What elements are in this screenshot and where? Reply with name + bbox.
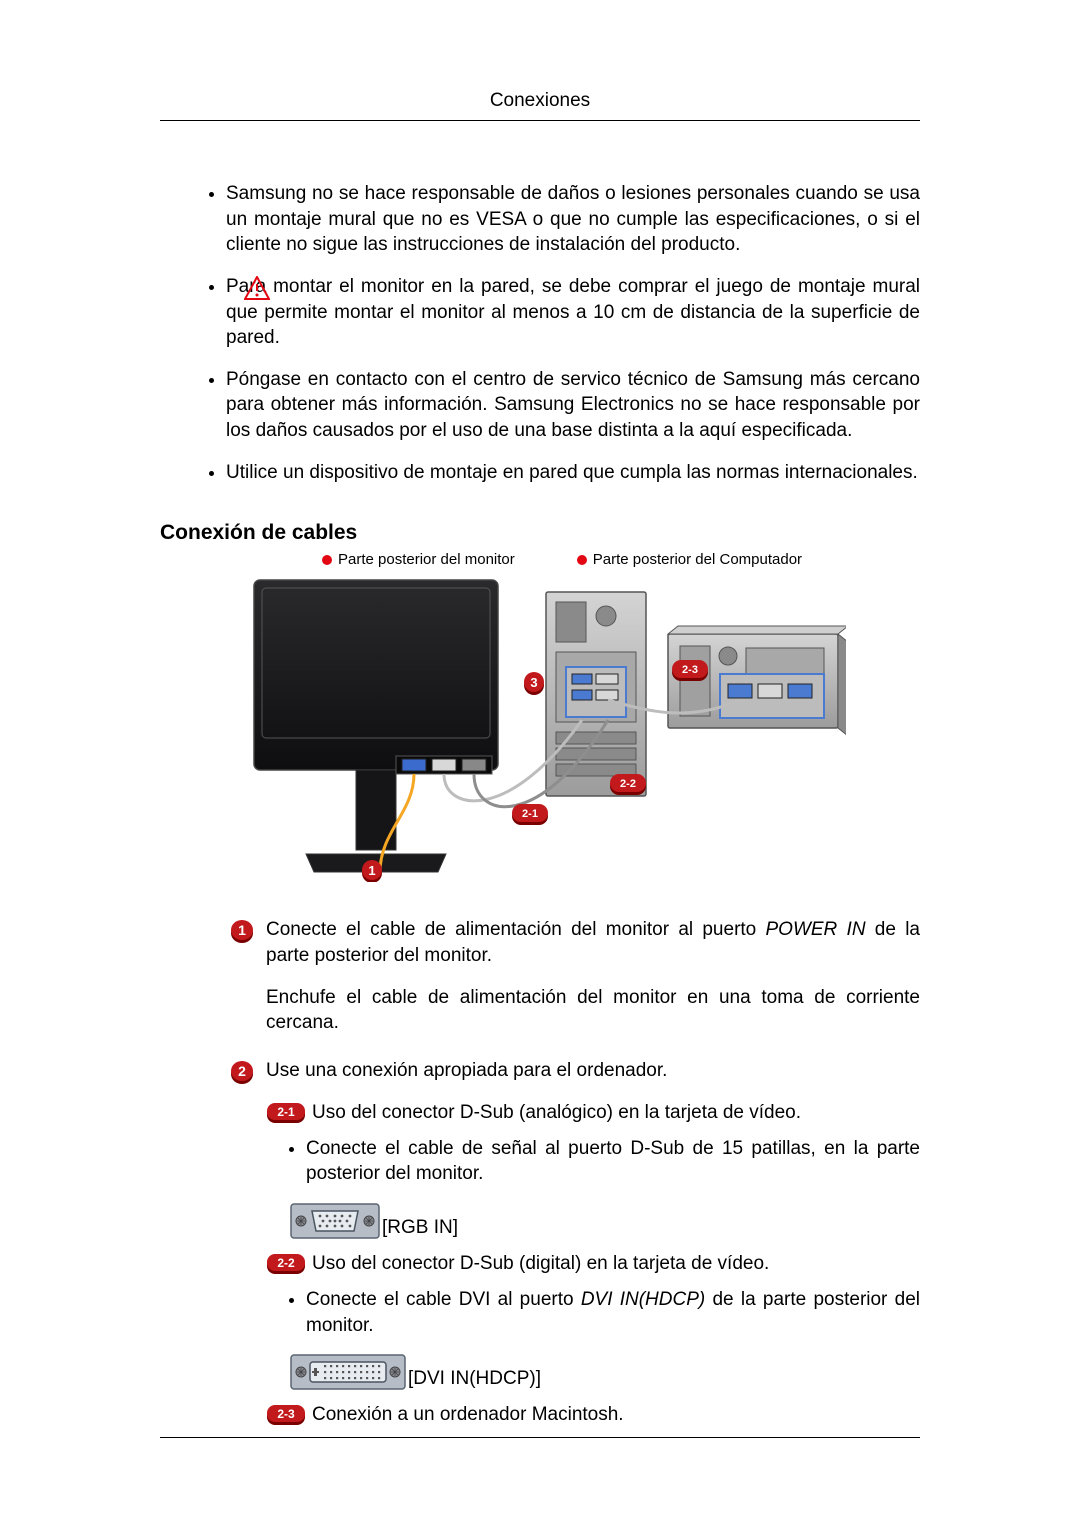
step-2-2-text: Uso del conector D-Sub (digital) en la t…: [312, 1253, 769, 1275]
rgb-port-icon: [290, 1203, 380, 1239]
warning-triangle-icon: [244, 276, 270, 305]
step-1: 1 Conecte el cable de alimentación del m…: [230, 917, 920, 1052]
svg-text:2-1: 2-1: [277, 1105, 295, 1119]
step-1-text: Conecte el cable de alimentación del mon…: [266, 917, 920, 968]
legend-item: Parte posterior del monitor: [322, 551, 515, 568]
footer-divider: [160, 1437, 920, 1438]
legend-dot-icon: [322, 555, 332, 565]
step-2-1-bullet: Conecte el cable de señal al puerto D-Su…: [306, 1136, 920, 1187]
sub-badge-2-3-icon: 2-3: [266, 1404, 306, 1426]
dvi-port-icon: [290, 1354, 406, 1390]
step-badge-1-icon: 1: [230, 919, 256, 948]
step-1-text-2: Enchufe el cable de alimentación del mon…: [266, 985, 920, 1036]
step-2-3: 2-3 Conexión a un ordenador Macintosh.: [266, 1404, 920, 1426]
sub-badge-2-1-icon: 2-1: [266, 1102, 306, 1124]
rgb-in-port: [RGB IN]: [290, 1203, 920, 1239]
warning-item: Para montar el monitor en la pared, se d…: [226, 274, 920, 351]
warning-list: Samsung no se hace responsable de daños …: [198, 181, 920, 501]
warning-item: Samsung no se hace responsable de daños …: [226, 181, 920, 258]
connection-diagram: Parte posterior del monitor Parte poster…: [250, 551, 920, 887]
svg-text:3: 3: [530, 675, 537, 690]
connection-diagram-svg: 1 3 2-1 2-2: [250, 572, 846, 882]
step-2-2-bullet: Conecte el cable DVI al puerto DVI IN(HD…: [306, 1287, 920, 1338]
warning-item: Póngase en contacto con el centro de ser…: [226, 367, 920, 444]
legend-label: Parte posterior del Computador: [593, 551, 802, 568]
warning-block: Samsung no se hace responsable de daños …: [160, 181, 920, 501]
dvi-in-label: [DVI IN(HDCP)]: [408, 1368, 541, 1390]
page-title: Conexiones: [160, 90, 920, 121]
svg-text:2-2: 2-2: [620, 778, 636, 790]
dvi-in-port: [DVI IN(HDCP)]: [290, 1354, 920, 1390]
sub-badge-2-2-icon: 2-2: [266, 1253, 306, 1275]
svg-text:2-2: 2-2: [277, 1256, 295, 1270]
svg-text:2-3: 2-3: [682, 664, 698, 676]
step-2-1-text: Uso del conector D-Sub (analógico) en la…: [312, 1102, 801, 1124]
svg-text:1: 1: [238, 922, 246, 938]
legend-dot-icon: [577, 555, 587, 565]
page: Conexiones Samsung no se hace responsabl…: [0, 0, 1080, 1538]
svg-text:2-3: 2-3: [277, 1407, 295, 1421]
svg-text:2: 2: [238, 1063, 246, 1079]
svg-text:2-1: 2-1: [522, 808, 538, 820]
step-2: 2 Use una conexión apropiada para el ord…: [230, 1058, 920, 1096]
step-2-3-text: Conexión a un ordenador Macintosh.: [312, 1404, 624, 1426]
step-2-2: 2-2 Uso del conector D-Sub (digital) en …: [266, 1253, 920, 1390]
step-2-1: 2-1 Uso del conector D-Sub (analógico) e…: [266, 1102, 920, 1239]
warning-icon: [160, 183, 194, 301]
legend-label: Parte posterior del monitor: [338, 551, 515, 568]
section-heading: Conexión de cables: [160, 521, 920, 545]
svg-text:1: 1: [368, 863, 375, 878]
warning-item: Utilice un dispositivo de montaje en par…: [226, 460, 920, 486]
legend-item: Parte posterior del Computador: [577, 551, 802, 568]
step-2-text: Use una conexión apropiada para el orden…: [266, 1058, 920, 1084]
rgb-in-label: [RGB IN]: [382, 1217, 458, 1239]
step-badge-2-icon: 2: [230, 1060, 256, 1089]
